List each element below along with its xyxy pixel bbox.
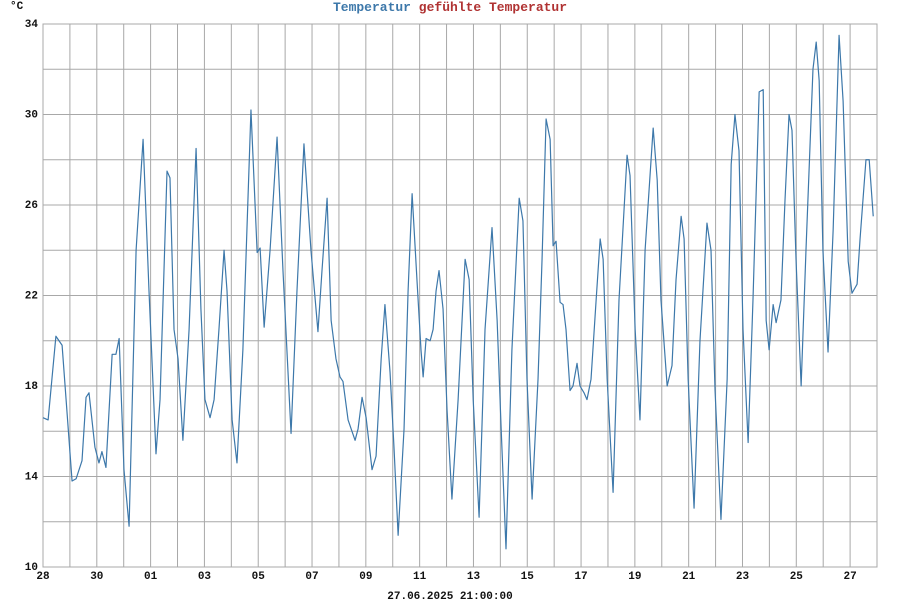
x-axis-label: 27.06.2025 21:00:00 [387,591,512,600]
y-tick-label: 26 [25,200,38,212]
x-tick-label: 21 [682,571,696,583]
x-tick-label: 23 [736,571,750,583]
y-tick-label: 34 [25,19,39,31]
y-axis-label: °C [10,1,24,13]
x-tick-label: 05 [252,571,266,583]
y-tick-label: 18 [25,381,39,393]
x-tick-label: 01 [144,571,158,583]
x-tick-label: 07 [305,571,318,583]
x-tick-label: 30 [90,571,103,583]
x-tick-label: 25 [790,571,804,583]
y-tick-label: 10 [25,562,38,574]
y-tick-label: 14 [25,471,39,483]
legend: Temperatur gefühlte Temperatur [333,0,567,15]
legend-entry: Temperatur [333,0,411,15]
y-tick-label: 22 [25,290,38,302]
x-tick-label: 19 [628,571,641,583]
x-tick-label: 28 [36,571,50,583]
x-tick-label: 03 [198,571,212,583]
line-series [42,34,874,550]
x-tick-label: 15 [521,571,535,583]
legend-entry: gefühlte Temperatur [419,0,567,15]
x-tick-label: 09 [359,571,372,583]
plot-border [42,23,878,568]
x-tick-label: 27 [843,571,856,583]
x-tick-label: 11 [413,571,427,583]
x-tick-label: 13 [467,571,481,583]
x-tick-label: 17 [574,571,587,583]
y-tick-label: 30 [25,109,38,121]
